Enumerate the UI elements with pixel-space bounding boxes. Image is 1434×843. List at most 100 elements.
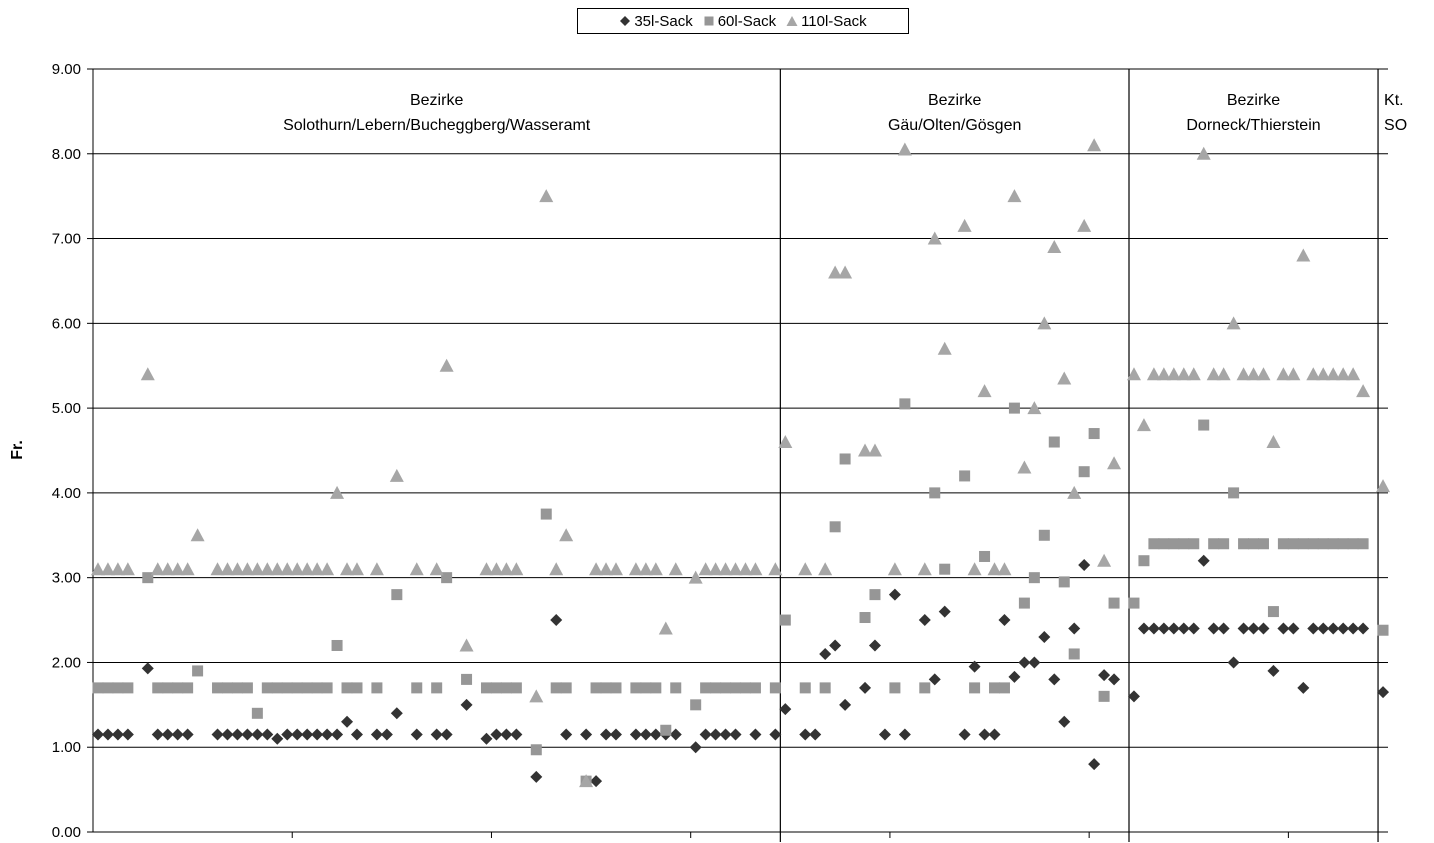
point-35l — [1207, 622, 1220, 635]
point-60l — [919, 682, 931, 694]
point-110l — [748, 562, 763, 576]
point-110l — [330, 485, 345, 499]
point-110l — [1376, 479, 1391, 493]
point-60l — [1257, 538, 1269, 550]
point-35l — [1317, 622, 1330, 635]
point-110l — [608, 562, 623, 576]
point-60l — [212, 682, 224, 694]
point-35l — [301, 728, 314, 741]
point-110l — [1266, 435, 1281, 449]
region-label-line1: Bezirke — [928, 92, 981, 109]
point-60l — [411, 682, 423, 694]
point-60l — [500, 682, 512, 694]
point-35l — [878, 728, 891, 741]
point-35l — [1137, 622, 1150, 635]
point-60l — [899, 398, 911, 410]
region-label-line2: Gäu/Olten/Gösgen — [888, 117, 1021, 134]
point-60l — [660, 724, 672, 736]
point-60l — [829, 521, 841, 533]
point-60l — [1327, 538, 1339, 550]
point-35l — [1058, 715, 1071, 728]
point-110l — [349, 562, 364, 576]
point-110l — [897, 142, 912, 156]
point-60l — [431, 682, 443, 694]
point-110l — [818, 562, 833, 576]
point-110l — [260, 562, 275, 576]
y-tick-label: 0.00 — [52, 824, 81, 841]
point-110l — [1236, 367, 1251, 381]
point-60l — [730, 682, 742, 694]
point-35l — [211, 728, 224, 741]
y-tick-label: 4.00 — [52, 485, 81, 502]
point-35l — [490, 728, 503, 741]
point-35l — [779, 703, 792, 716]
point-35l — [231, 728, 244, 741]
point-60l — [480, 682, 492, 694]
point-60l — [1317, 538, 1329, 550]
point-35l — [1377, 686, 1390, 699]
point-60l — [710, 682, 722, 694]
point-110l — [1316, 367, 1331, 381]
point-35l — [1108, 673, 1121, 686]
point-60l — [172, 682, 184, 694]
point-35l — [749, 728, 762, 741]
point-60l — [1377, 624, 1389, 636]
point-60l — [749, 682, 761, 694]
point-110l — [120, 562, 135, 576]
point-60l — [92, 682, 104, 694]
y-tick-label: 9.00 — [52, 61, 81, 78]
point-35l — [321, 728, 334, 741]
point-60l — [869, 589, 881, 601]
point-60l — [1287, 538, 1299, 550]
point-35l — [968, 660, 981, 673]
point-60l — [182, 682, 194, 694]
y-tick-label: 3.00 — [52, 570, 81, 587]
point-35l — [181, 728, 194, 741]
point-60l — [1198, 419, 1210, 431]
point-35l — [161, 728, 174, 741]
point-110l — [1037, 316, 1052, 330]
point-60l — [650, 682, 662, 694]
point-60l — [391, 589, 403, 601]
point-60l — [779, 614, 791, 626]
point-35l — [719, 728, 732, 741]
point-35l — [809, 728, 822, 741]
point-110l — [190, 528, 205, 542]
point-110l — [1356, 384, 1371, 398]
point-35l — [580, 728, 593, 741]
point-110l — [1286, 367, 1301, 381]
point-35l — [341, 715, 354, 728]
point-60l — [1228, 487, 1240, 499]
point-110l — [1126, 367, 1141, 381]
point-35l — [629, 728, 642, 741]
point-110l — [728, 562, 743, 576]
point-35l — [1187, 622, 1200, 635]
y-tick-label: 6.00 — [52, 315, 81, 332]
point-60l — [461, 673, 473, 685]
region-labels: Bezirke Solothurn/Lebern/Bucheggberg/Wass… — [283, 92, 1407, 134]
point-110l — [180, 562, 195, 576]
region-label-line2: Dorneck/Thierstein — [1186, 117, 1320, 134]
point-35l — [1277, 622, 1290, 635]
point-60l — [889, 682, 901, 694]
point-110l — [1047, 240, 1062, 254]
point-60l — [251, 707, 263, 719]
point-60l — [1058, 576, 1070, 588]
point-60l — [590, 682, 602, 694]
point-60l — [1208, 538, 1220, 550]
point-35l — [101, 728, 114, 741]
point-35l — [958, 728, 971, 741]
point-110l — [1256, 367, 1271, 381]
point-60l — [630, 682, 642, 694]
point-110l — [90, 562, 105, 576]
point-60l — [1068, 648, 1080, 660]
point-60l — [261, 682, 273, 694]
point-110l — [688, 570, 703, 584]
point-110l — [1107, 456, 1122, 470]
point-110l — [1146, 367, 1161, 381]
point-110l — [240, 562, 255, 576]
point-110l — [1017, 460, 1032, 474]
point-110l — [1156, 367, 1171, 381]
point-60l — [939, 563, 951, 575]
